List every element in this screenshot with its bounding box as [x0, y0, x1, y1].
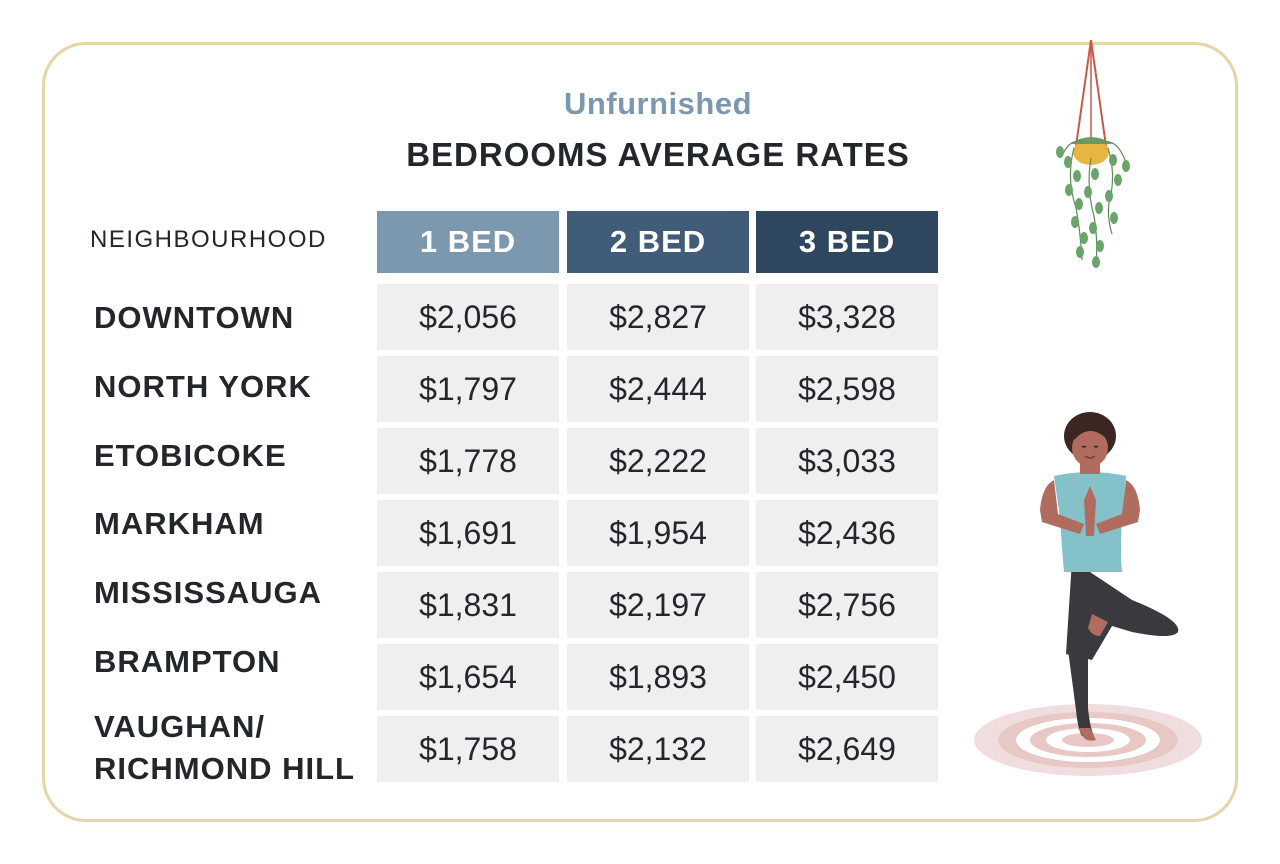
row-name-line-1: VAUGHAN/: [94, 709, 266, 744]
table-cell: $2,450: [756, 644, 938, 710]
table-cell: $1,691: [377, 500, 559, 566]
table-cell: $2,056: [377, 284, 559, 350]
chart-subtitle: Unfurnished: [563, 86, 753, 121]
hanging-plant-icon: [1056, 39, 1130, 268]
row-name: NORTH YORK: [94, 369, 312, 404]
row-name: BRAMPTON: [94, 644, 281, 679]
table-cell: $1,758: [377, 716, 559, 782]
table-cell: $1,954: [567, 500, 749, 566]
table-cell: $2,132: [567, 716, 749, 782]
table-cell: $2,827: [567, 284, 749, 350]
table-cell: $1,797: [377, 356, 559, 422]
chart-title: BEDROOMS AVERAGE RATES: [406, 136, 910, 173]
table-cell: $2,197: [567, 572, 749, 638]
row-name-line-2: RICHMOND HILL: [94, 751, 355, 786]
table-cell: $1,831: [377, 572, 559, 638]
table-cell: $2,444: [567, 356, 749, 422]
yoga-woman-icon: [974, 412, 1202, 776]
row-name: MISSISSAUGA: [94, 575, 323, 610]
row-name: MARKHAM: [94, 506, 265, 541]
table-cell: $2,756: [756, 572, 938, 638]
table-cell: $1,778: [377, 428, 559, 494]
table-cell: $2,649: [756, 716, 938, 782]
table-cell: $2,598: [756, 356, 938, 422]
table-cell: $1,654: [377, 644, 559, 710]
row-name: ETOBICOKE: [94, 438, 287, 473]
row-header-label: NEIGHBOURHOOD: [90, 226, 327, 253]
row-name: DOWNTOWN: [94, 300, 295, 335]
table-cell: $2,222: [567, 428, 749, 494]
column-header-3-bed: 3 BED: [756, 211, 938, 273]
column-header-2-bed: 2 BED: [567, 211, 749, 273]
table-cell: $2,436: [756, 500, 938, 566]
table-cell: $1,893: [567, 644, 749, 710]
column-header-1-bed: 1 BED: [377, 211, 559, 273]
table-cell: $3,033: [756, 428, 938, 494]
table-cell: $3,328: [756, 284, 938, 350]
